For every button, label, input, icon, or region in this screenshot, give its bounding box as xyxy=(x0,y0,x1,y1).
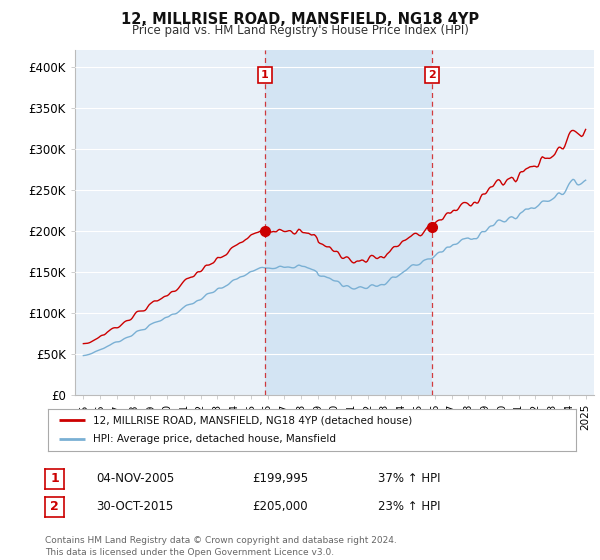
Text: 30-OCT-2015: 30-OCT-2015 xyxy=(96,500,173,514)
Text: 23% ↑ HPI: 23% ↑ HPI xyxy=(378,500,440,514)
Text: Price paid vs. HM Land Registry's House Price Index (HPI): Price paid vs. HM Land Registry's House … xyxy=(131,24,469,36)
Text: £205,000: £205,000 xyxy=(252,500,308,514)
Text: HPI: Average price, detached house, Mansfield: HPI: Average price, detached house, Mans… xyxy=(93,435,336,445)
Text: 12, MILLRISE ROAD, MANSFIELD, NG18 4YP (detached house): 12, MILLRISE ROAD, MANSFIELD, NG18 4YP (… xyxy=(93,415,412,425)
Text: 04-NOV-2005: 04-NOV-2005 xyxy=(96,472,174,486)
Text: £199,995: £199,995 xyxy=(252,472,308,486)
Text: 2: 2 xyxy=(428,70,436,80)
Bar xyxy=(265,50,432,395)
Text: 37% ↑ HPI: 37% ↑ HPI xyxy=(378,472,440,486)
Text: Contains HM Land Registry data © Crown copyright and database right 2024.
This d: Contains HM Land Registry data © Crown c… xyxy=(45,536,397,557)
Text: 1: 1 xyxy=(50,472,59,486)
Text: 12, MILLRISE ROAD, MANSFIELD, NG18 4YP: 12, MILLRISE ROAD, MANSFIELD, NG18 4YP xyxy=(121,12,479,27)
Text: 2: 2 xyxy=(50,500,59,514)
Text: 1: 1 xyxy=(261,70,269,80)
